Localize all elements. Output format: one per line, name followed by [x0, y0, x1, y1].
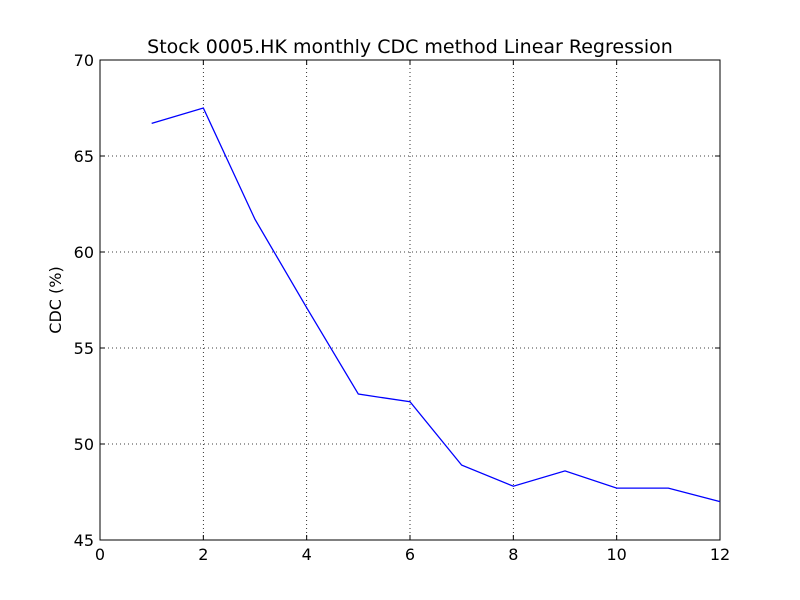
y-tick-label: 70: [74, 51, 94, 70]
y-tick-label: 55: [74, 339, 94, 358]
y-axis-tick-labels: 45 50 55 60 65 70: [74, 51, 94, 550]
x-tick-label: 12: [710, 545, 730, 564]
y-tick-label: 45: [74, 531, 94, 550]
chart-title: Stock 0005.HK monthly CDC method Linear …: [147, 36, 673, 58]
x-tick-label: 4: [302, 545, 312, 564]
y-tick-label: 50: [74, 435, 94, 454]
grid-lines: [99, 59, 721, 541]
y-tick-label: 60: [74, 243, 94, 262]
x-tick-label: 10: [606, 545, 626, 564]
y-axis-label: CDC (%): [46, 266, 65, 333]
axis-ticks: [99, 59, 721, 541]
x-tick-label: 6: [405, 545, 415, 564]
y-tick-label: 65: [74, 147, 94, 166]
x-tick-label: 2: [198, 545, 208, 564]
series-line-0: [151, 107, 721, 503]
x-tick-label: 8: [508, 545, 518, 564]
x-tick-label: 0: [95, 545, 105, 564]
x-axis-tick-labels: 0 2 4 6 8 10 12: [95, 545, 730, 564]
series-layer: [151, 107, 721, 503]
